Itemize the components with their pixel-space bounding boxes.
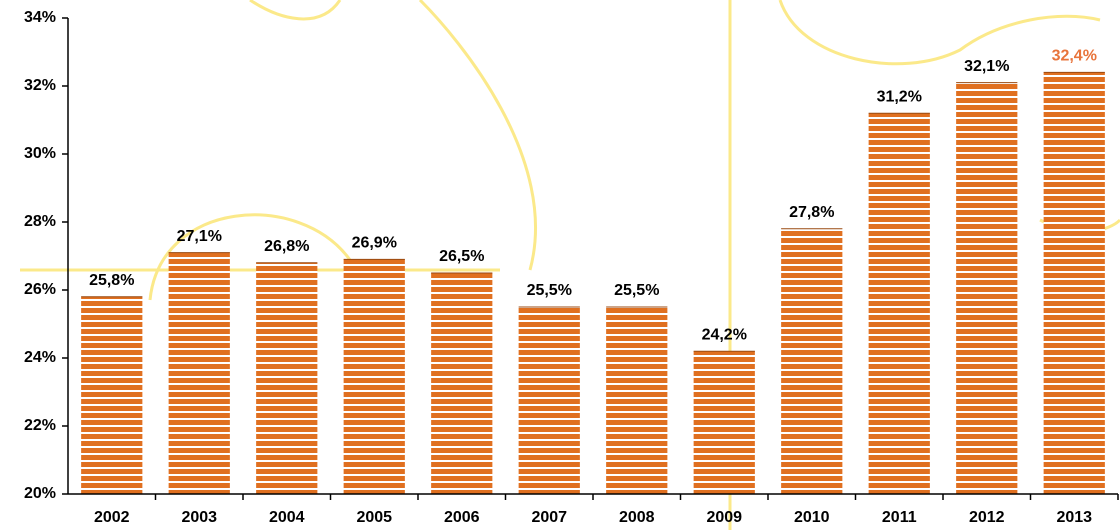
x-tick-label: 2008 [619, 509, 655, 526]
y-tick-label: 30% [24, 145, 56, 162]
bar [81, 296, 143, 494]
bar [956, 82, 1018, 494]
x-tick-label: 2013 [1056, 509, 1092, 526]
value-label: 26,9% [352, 235, 397, 252]
value-label: 26,8% [264, 238, 309, 255]
x-tick-label: 2011 [882, 509, 917, 526]
x-tick-label: 2010 [794, 509, 830, 526]
bar [606, 307, 668, 494]
value-label: 31,2% [877, 88, 922, 105]
y-tick-label: 22% [24, 417, 56, 434]
x-tick-label: 2005 [356, 509, 392, 526]
y-tick-label: 32% [24, 77, 56, 94]
x-tick-label: 2003 [181, 509, 217, 526]
value-label: 27,8% [789, 204, 834, 221]
bar [693, 351, 755, 494]
x-tick-label: 2002 [94, 509, 130, 526]
x-tick-label: 2007 [531, 509, 567, 526]
bar [343, 259, 405, 494]
value-label: 25,8% [89, 272, 134, 289]
bar [256, 262, 318, 494]
y-tick-label: 26% [24, 281, 56, 298]
x-tick-label: 2004 [269, 509, 305, 526]
y-tick-label: 28% [24, 213, 56, 230]
x-tick-label: 2009 [706, 509, 742, 526]
value-label: 25,5% [527, 282, 572, 299]
bar [781, 228, 843, 495]
value-label: 27,1% [177, 228, 222, 245]
value-label: 32,1% [964, 58, 1009, 75]
y-tick-label: 34% [24, 9, 56, 26]
bar [168, 252, 230, 494]
x-tick-label: 2012 [969, 509, 1005, 526]
y-tick-label: 24% [24, 349, 56, 366]
value-label: 24,2% [702, 326, 747, 343]
bar [431, 273, 493, 494]
value-label: 25,5% [614, 282, 659, 299]
bar [518, 307, 580, 494]
x-tick-label: 2006 [444, 509, 480, 526]
y-tick-label: 20% [24, 485, 56, 502]
bar [868, 113, 930, 494]
value-label: 32,4% [1052, 48, 1097, 65]
bar [1043, 72, 1105, 495]
value-label: 26,5% [439, 248, 484, 265]
